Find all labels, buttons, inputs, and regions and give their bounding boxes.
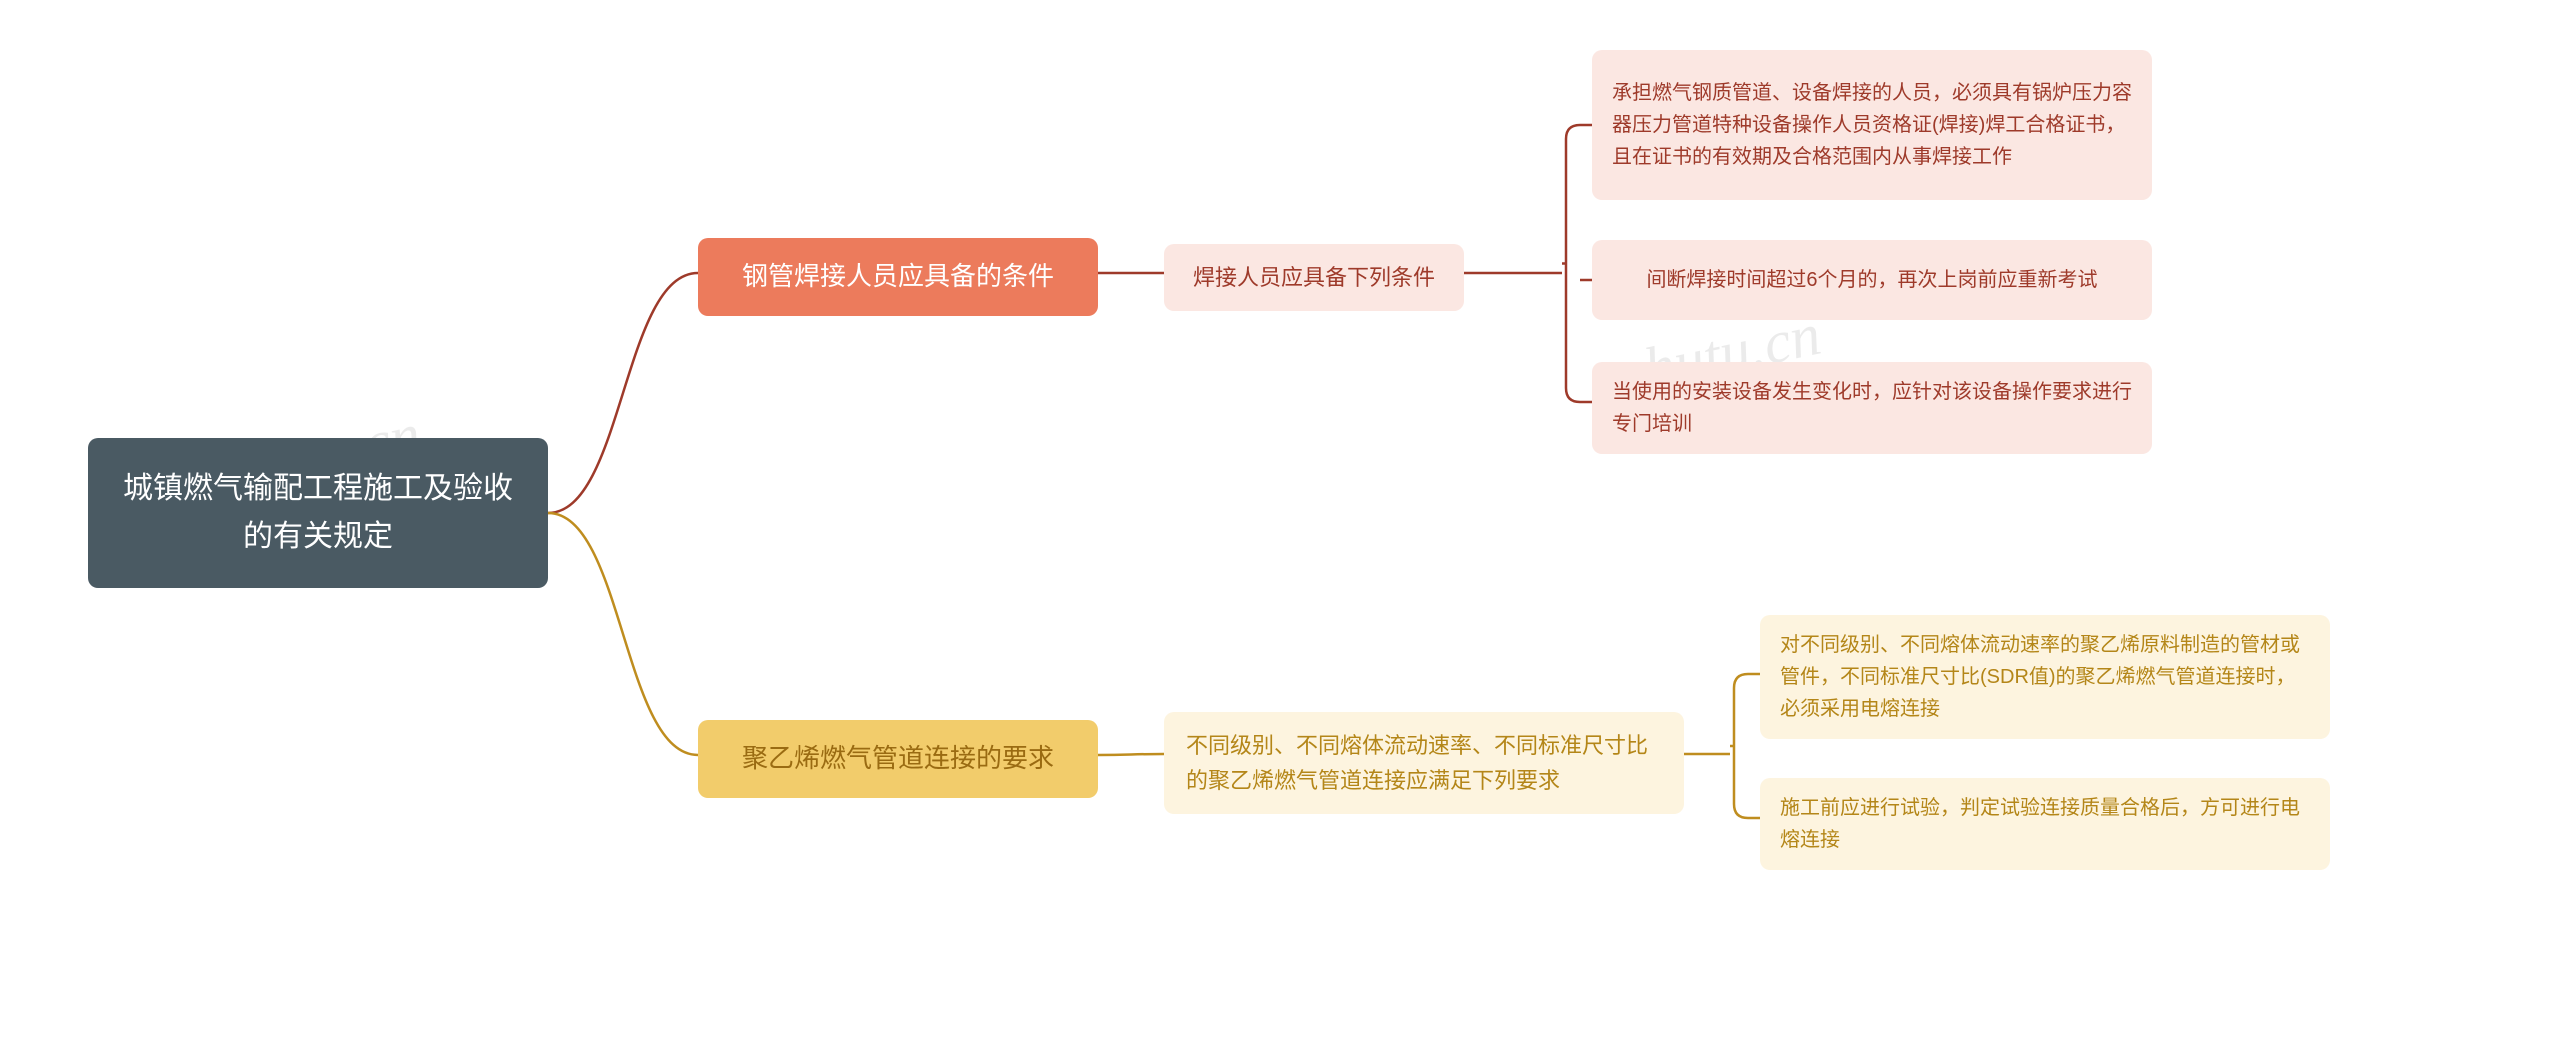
branch-b1-leaf-2: 当使用的安装设备发生变化时，应针对该设备操作要求进行专门培训 xyxy=(1592,362,2152,454)
root-label: 城镇燃气输配工程施工及验收的有关规定 xyxy=(116,465,520,561)
branch-b1-leaf-1: 间断焊接时间超过6个月的，再次上岗前应重新考试 xyxy=(1592,240,2152,320)
branch-b1-leaf-0: 承担燃气钢质管道、设备焊接的人员，必须具有锅炉压力容器压力管道特种设备操作人员资… xyxy=(1592,50,2152,200)
branch-b2-label: 聚乙烯燃气管道连接的要求 xyxy=(742,738,1054,780)
branch-b2-mid-label: 不同级别、不同熔体流动速率、不同标准尺寸比的聚乙烯燃气管道连接应满足下列要求 xyxy=(1186,728,1662,798)
branch-b1: 钢管焊接人员应具备的条件 xyxy=(698,238,1098,316)
branch-b1-leaf-1-label: 间断焊接时间超过6个月的，再次上岗前应重新考试 xyxy=(1646,264,2097,296)
branch-b1-mid: 焊接人员应具备下列条件 xyxy=(1164,244,1464,311)
branch-b2-leaf-0: 对不同级别、不同熔体流动速率的聚乙烯原料制造的管材或管件，不同标准尺寸比(SDR… xyxy=(1760,615,2330,739)
branch-b2-leaf-0-label: 对不同级别、不同熔体流动速率的聚乙烯原料制造的管材或管件，不同标准尺寸比(SDR… xyxy=(1780,629,2310,725)
branch-b1-label: 钢管焊接人员应具备的条件 xyxy=(742,256,1054,298)
branch-b1-leaf-2-label: 当使用的安装设备发生变化时，应针对该设备操作要求进行专门培训 xyxy=(1612,376,2132,440)
branch-b2: 聚乙烯燃气管道连接的要求 xyxy=(698,720,1098,798)
branch-b2-leaf-1: 施工前应进行试验，判定试验连接质量合格后，方可进行电熔连接 xyxy=(1760,778,2330,870)
branch-b1-leaf-0-label: 承担燃气钢质管道、设备焊接的人员，必须具有锅炉压力容器压力管道特种设备操作人员资… xyxy=(1612,77,2132,173)
branch-b2-leaf-1-label: 施工前应进行试验，判定试验连接质量合格后，方可进行电熔连接 xyxy=(1780,792,2310,856)
root-node: 城镇燃气输配工程施工及验收的有关规定 xyxy=(88,438,548,588)
branch-b2-mid: 不同级别、不同熔体流动速率、不同标准尺寸比的聚乙烯燃气管道连接应满足下列要求 xyxy=(1164,712,1684,814)
branch-b1-mid-label: 焊接人员应具备下列条件 xyxy=(1193,260,1435,295)
